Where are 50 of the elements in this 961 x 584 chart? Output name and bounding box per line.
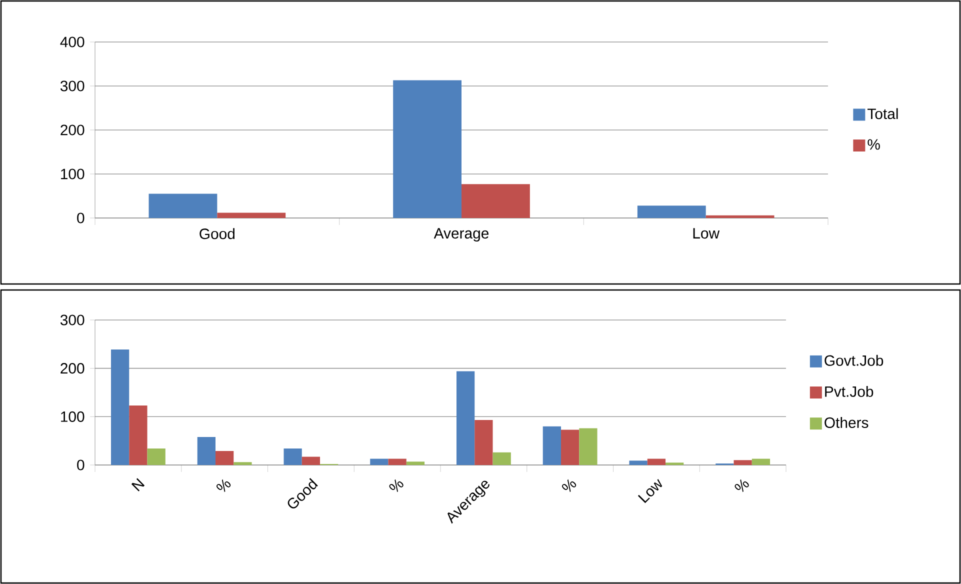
bar — [197, 436, 216, 465]
bar — [474, 420, 493, 465]
bar — [370, 458, 388, 465]
x-tick-label: % — [562, 479, 576, 492]
bar — [629, 460, 648, 465]
legend-label: Others — [824, 417, 868, 428]
bar — [110, 349, 130, 465]
bar — [302, 456, 320, 465]
bar — [637, 206, 706, 218]
bar — [647, 458, 666, 465]
bar — [129, 406, 148, 465]
bar — [456, 371, 475, 465]
bar — [734, 460, 752, 465]
x-tick-label: Low — [638, 478, 662, 504]
bar — [234, 462, 252, 465]
x-tick-label: % — [216, 479, 231, 492]
bar — [561, 430, 580, 465]
legend-label: Total — [868, 108, 898, 120]
x-tick-label: Low — [693, 228, 720, 239]
bar — [147, 448, 166, 465]
bar — [752, 458, 770, 465]
x-tick-label: N — [131, 478, 145, 492]
bar — [579, 428, 598, 465]
x-tick-label: Average — [434, 228, 489, 242]
y-tick-label: 300 — [60, 314, 84, 326]
bar — [217, 212, 286, 218]
bar — [388, 458, 406, 465]
x-tick-label: Good — [200, 228, 234, 240]
bar — [284, 448, 302, 465]
x-tick-label: % — [734, 479, 749, 492]
y-tick-label: 0 — [77, 460, 84, 470]
bar — [492, 452, 511, 465]
bar — [148, 194, 218, 218]
bar — [462, 184, 530, 218]
y-tick-label: 100 — [61, 411, 84, 422]
y-tick-label: 400 — [60, 36, 84, 48]
y-tick-label: 300 — [60, 80, 84, 92]
y-tick-label: 200 — [60, 124, 84, 136]
x-tick-label: % — [389, 479, 404, 492]
bar — [406, 462, 425, 465]
y-tick-label: 200 — [60, 363, 84, 374]
y-tick-label: 0 — [77, 212, 84, 224]
bar — [542, 426, 562, 465]
bar — [706, 215, 774, 218]
legend-label: Pvt.Job — [825, 386, 874, 397]
y-tick-label: 100 — [61, 168, 84, 180]
bar — [216, 450, 234, 465]
legend-label: Govt.Job — [824, 354, 884, 366]
legend-label: % — [868, 139, 880, 150]
bar — [393, 80, 462, 218]
